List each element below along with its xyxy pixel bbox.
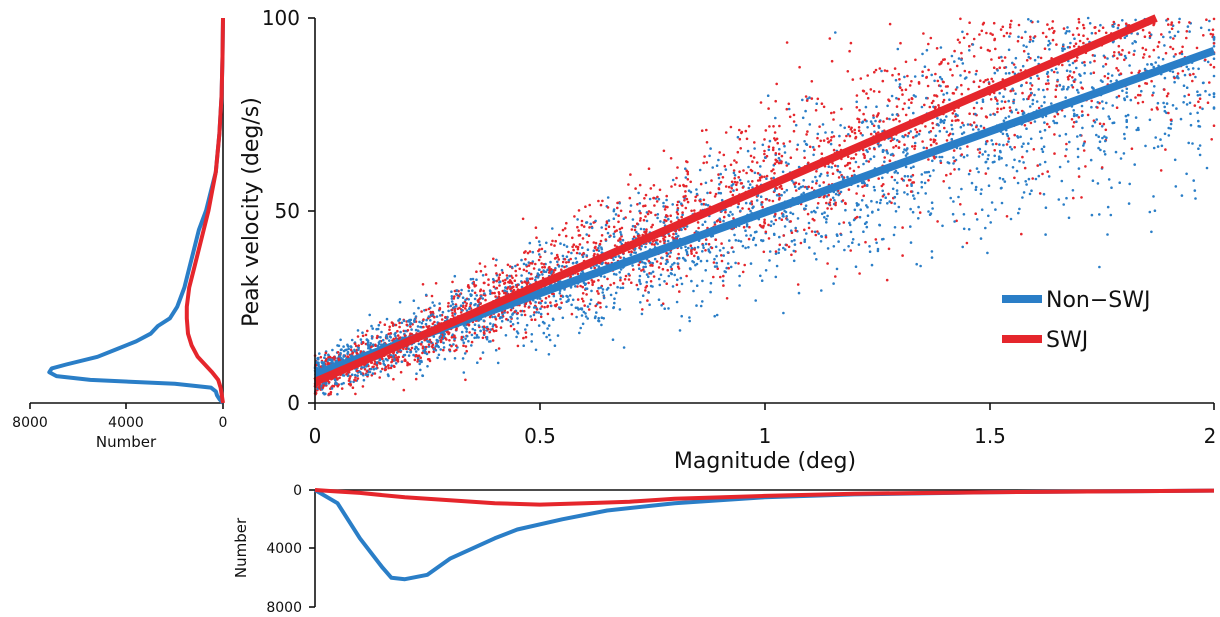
bottom-hist-line-non-swj <box>313 488 1215 582</box>
left-hist-line-non-swj <box>47 17 225 405</box>
legend: Non−SWJ SWJ <box>1002 288 1151 353</box>
scatter-y-ticks: 0 50 100 <box>262 6 315 415</box>
left-hist-tick-label-8000: 8000 <box>12 415 48 431</box>
scatter-x-ticks: 0 0.5 1 1.5 2 <box>309 403 1217 448</box>
scatter-panel: 0 50 100 0 0.5 1 1.5 2 Magnitude (deg) P… <box>239 6 1216 474</box>
legend-label-swj: SWJ <box>1046 328 1088 353</box>
legend-label-non-swj: Non−SWJ <box>1046 288 1151 313</box>
left-hist-axis-title: Number <box>96 433 157 451</box>
x-axis-title: Magnitude (deg) <box>674 449 856 474</box>
left-hist-tick-label-0: 0 <box>219 415 228 431</box>
x-tick-label-1.5: 1.5 <box>974 424 1006 448</box>
left-hist-line-swj <box>184 17 225 404</box>
bottom-hist-tick-label-4000: 4000 <box>266 541 302 557</box>
y-tick-label-50: 50 <box>275 199 300 223</box>
y-axis-title: Peak velocity (deg/s) <box>239 97 264 327</box>
bottom-histogram-panel: 0 4000 8000 Number <box>232 483 1215 616</box>
bottom-hist-line-swj <box>314 488 1215 507</box>
y-tick-label-0: 0 <box>287 391 300 415</box>
x-tick-label-1: 1 <box>759 424 772 448</box>
x-tick-label-0.5: 0.5 <box>524 424 556 448</box>
y-tick-label-100: 100 <box>262 6 300 30</box>
x-tick-label-0: 0 <box>309 424 322 448</box>
fit-line-swj <box>313 14 1158 386</box>
x-tick-label-2: 2 <box>1204 424 1217 448</box>
bottom-hist-tick-label-8000: 8000 <box>266 600 302 616</box>
bottom-hist-axis-title: Number <box>232 517 250 578</box>
left-histogram-panel: 8000 4000 0 Number <box>12 17 228 451</box>
bottom-hist-tick-label-0: 0 <box>293 483 302 499</box>
left-hist-tick-label-4000: 4000 <box>108 415 144 431</box>
